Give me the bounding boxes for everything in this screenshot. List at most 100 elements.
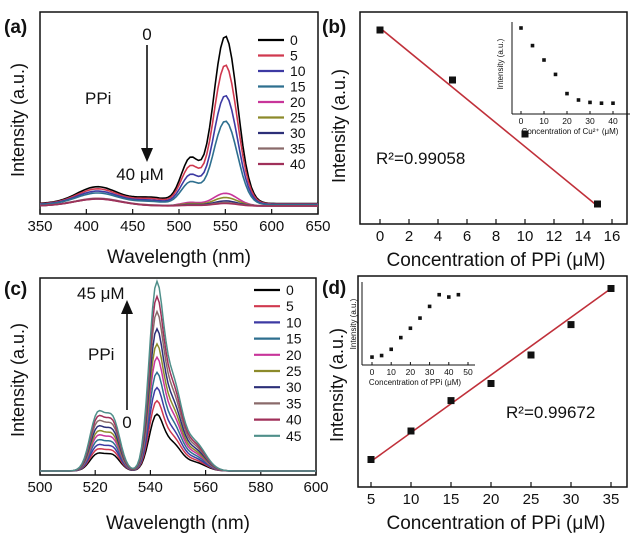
data-point xyxy=(567,321,575,329)
r-squared-label: R²=0.99058 xyxy=(376,149,465,168)
inset-x-tick-label: 30 xyxy=(425,367,435,377)
inset-y-title: Intensity (a.u.) xyxy=(496,38,505,89)
x-tick-label: 20 xyxy=(483,491,500,508)
series-line xyxy=(39,198,318,207)
legend-label: 35 xyxy=(290,141,306,157)
inset-data-point xyxy=(447,295,451,299)
legend-label: 40 xyxy=(286,412,302,428)
series-line xyxy=(39,94,318,206)
legend-label: 25 xyxy=(290,110,306,126)
inset-data-point xyxy=(599,101,604,105)
inset-x-tick-label: 40 xyxy=(608,116,618,126)
inset-x-tick-label: 10 xyxy=(539,116,549,126)
inset-data-point xyxy=(379,353,384,358)
y-axis-title: Intensity (a.u.) xyxy=(329,69,349,183)
annotation-end: 40 μM xyxy=(116,165,164,184)
x-axis-title: Wavelength (nm) xyxy=(107,247,251,268)
series-line xyxy=(39,35,318,205)
x-tick-label: 350 xyxy=(27,218,52,235)
data-point xyxy=(449,76,456,84)
data-point xyxy=(607,285,615,292)
legend-label: 20 xyxy=(286,347,302,363)
x-tick-label: 14 xyxy=(575,228,592,245)
panel-b-frame xyxy=(359,11,628,225)
y-axis-title: Intensity (a.u.) xyxy=(327,328,347,442)
inset-x-tick-label: 0 xyxy=(370,367,375,377)
x-tick-label: 450 xyxy=(120,218,145,235)
inset-data-point xyxy=(456,292,461,297)
legend-label: 45 xyxy=(286,428,302,444)
x-tick-label: 600 xyxy=(303,479,328,496)
legend-label: 5 xyxy=(290,48,298,64)
annotation-reagent: PPi xyxy=(88,345,114,364)
x-axis-title: Concentration of PPi (μM) xyxy=(387,250,606,271)
x-tick-label: 560 xyxy=(193,479,218,496)
series-line xyxy=(40,279,316,472)
fit-line xyxy=(379,27,599,207)
x-tick-label: 500 xyxy=(27,479,52,496)
data-point xyxy=(487,380,495,387)
inset-data-point xyxy=(418,316,422,320)
panel-label: (c) xyxy=(4,279,27,300)
x-tick-label: 15 xyxy=(443,491,460,508)
inset-data-point xyxy=(565,91,569,96)
legend-label: 15 xyxy=(290,79,306,95)
x-tick-label: 400 xyxy=(74,218,99,235)
x-tick-label: 550 xyxy=(213,218,238,235)
panel-c-frame xyxy=(39,277,317,476)
series-line xyxy=(39,120,318,206)
x-tick-label: 6 xyxy=(463,228,471,245)
inset-x-tick-label: 20 xyxy=(562,116,572,126)
data-point xyxy=(594,200,601,208)
data-point xyxy=(447,397,455,405)
legend-label: 20 xyxy=(290,94,306,110)
x-tick-label: 10 xyxy=(403,491,420,508)
annotation-start: 0 xyxy=(142,25,151,44)
data-point xyxy=(521,130,529,138)
y-axis-title: Intensity (a.u.) xyxy=(8,323,28,437)
inset-x-tick-label: 40 xyxy=(444,367,454,377)
legend-label: 5 xyxy=(286,298,294,314)
series-line xyxy=(40,342,316,472)
annotation-start: 0 xyxy=(122,413,131,432)
r-squared-label: R²=0.99672 xyxy=(506,403,595,422)
panel-label: (b) xyxy=(322,17,346,38)
x-tick-label: 520 xyxy=(83,479,108,496)
inset-data-point xyxy=(389,347,393,352)
x-tick-label: 10 xyxy=(517,228,534,245)
inset-data-point xyxy=(611,101,615,105)
x-tick-label: 35 xyxy=(603,491,620,508)
inset-data-point xyxy=(427,304,432,309)
x-tick-label: 650 xyxy=(305,218,330,235)
inset-data-point xyxy=(370,355,374,359)
panel-label: (a) xyxy=(4,17,27,38)
legend-label: 35 xyxy=(286,395,302,411)
x-tick-label: 500 xyxy=(166,218,191,235)
legend-label: 40 xyxy=(290,156,306,172)
inset-x-tick-label: 0 xyxy=(519,116,524,126)
inset-data-point xyxy=(588,100,592,105)
arrow-head xyxy=(141,148,153,162)
x-tick-label: 25 xyxy=(523,491,540,508)
panel-label: (d) xyxy=(322,278,346,299)
legend-label: 10 xyxy=(286,314,302,330)
x-tick-label: 540 xyxy=(138,479,163,496)
x-tick-label: 2 xyxy=(405,228,413,245)
legend-label: 30 xyxy=(286,379,302,395)
inset-x-title: Concentration of PPi (μM) xyxy=(369,378,462,387)
inset-data-point xyxy=(408,326,413,331)
panel-d-frame xyxy=(357,275,628,488)
legend-label: 15 xyxy=(286,331,302,347)
x-axis-title: Wavelength (nm) xyxy=(106,513,250,534)
legend-label: 30 xyxy=(290,125,306,141)
y-axis-title: Intensity (a.u.) xyxy=(8,63,28,177)
data-point xyxy=(367,456,375,463)
inset-y-title: Intensity (a.u.) xyxy=(349,298,358,349)
inset-data-point xyxy=(553,72,558,77)
x-tick-label: 16 xyxy=(604,228,621,245)
annotation-reagent: PPi xyxy=(85,89,111,108)
inset-x-tick-label: 10 xyxy=(386,367,396,377)
data-point xyxy=(527,351,535,359)
inset-x-tick-label: 50 xyxy=(463,367,473,377)
